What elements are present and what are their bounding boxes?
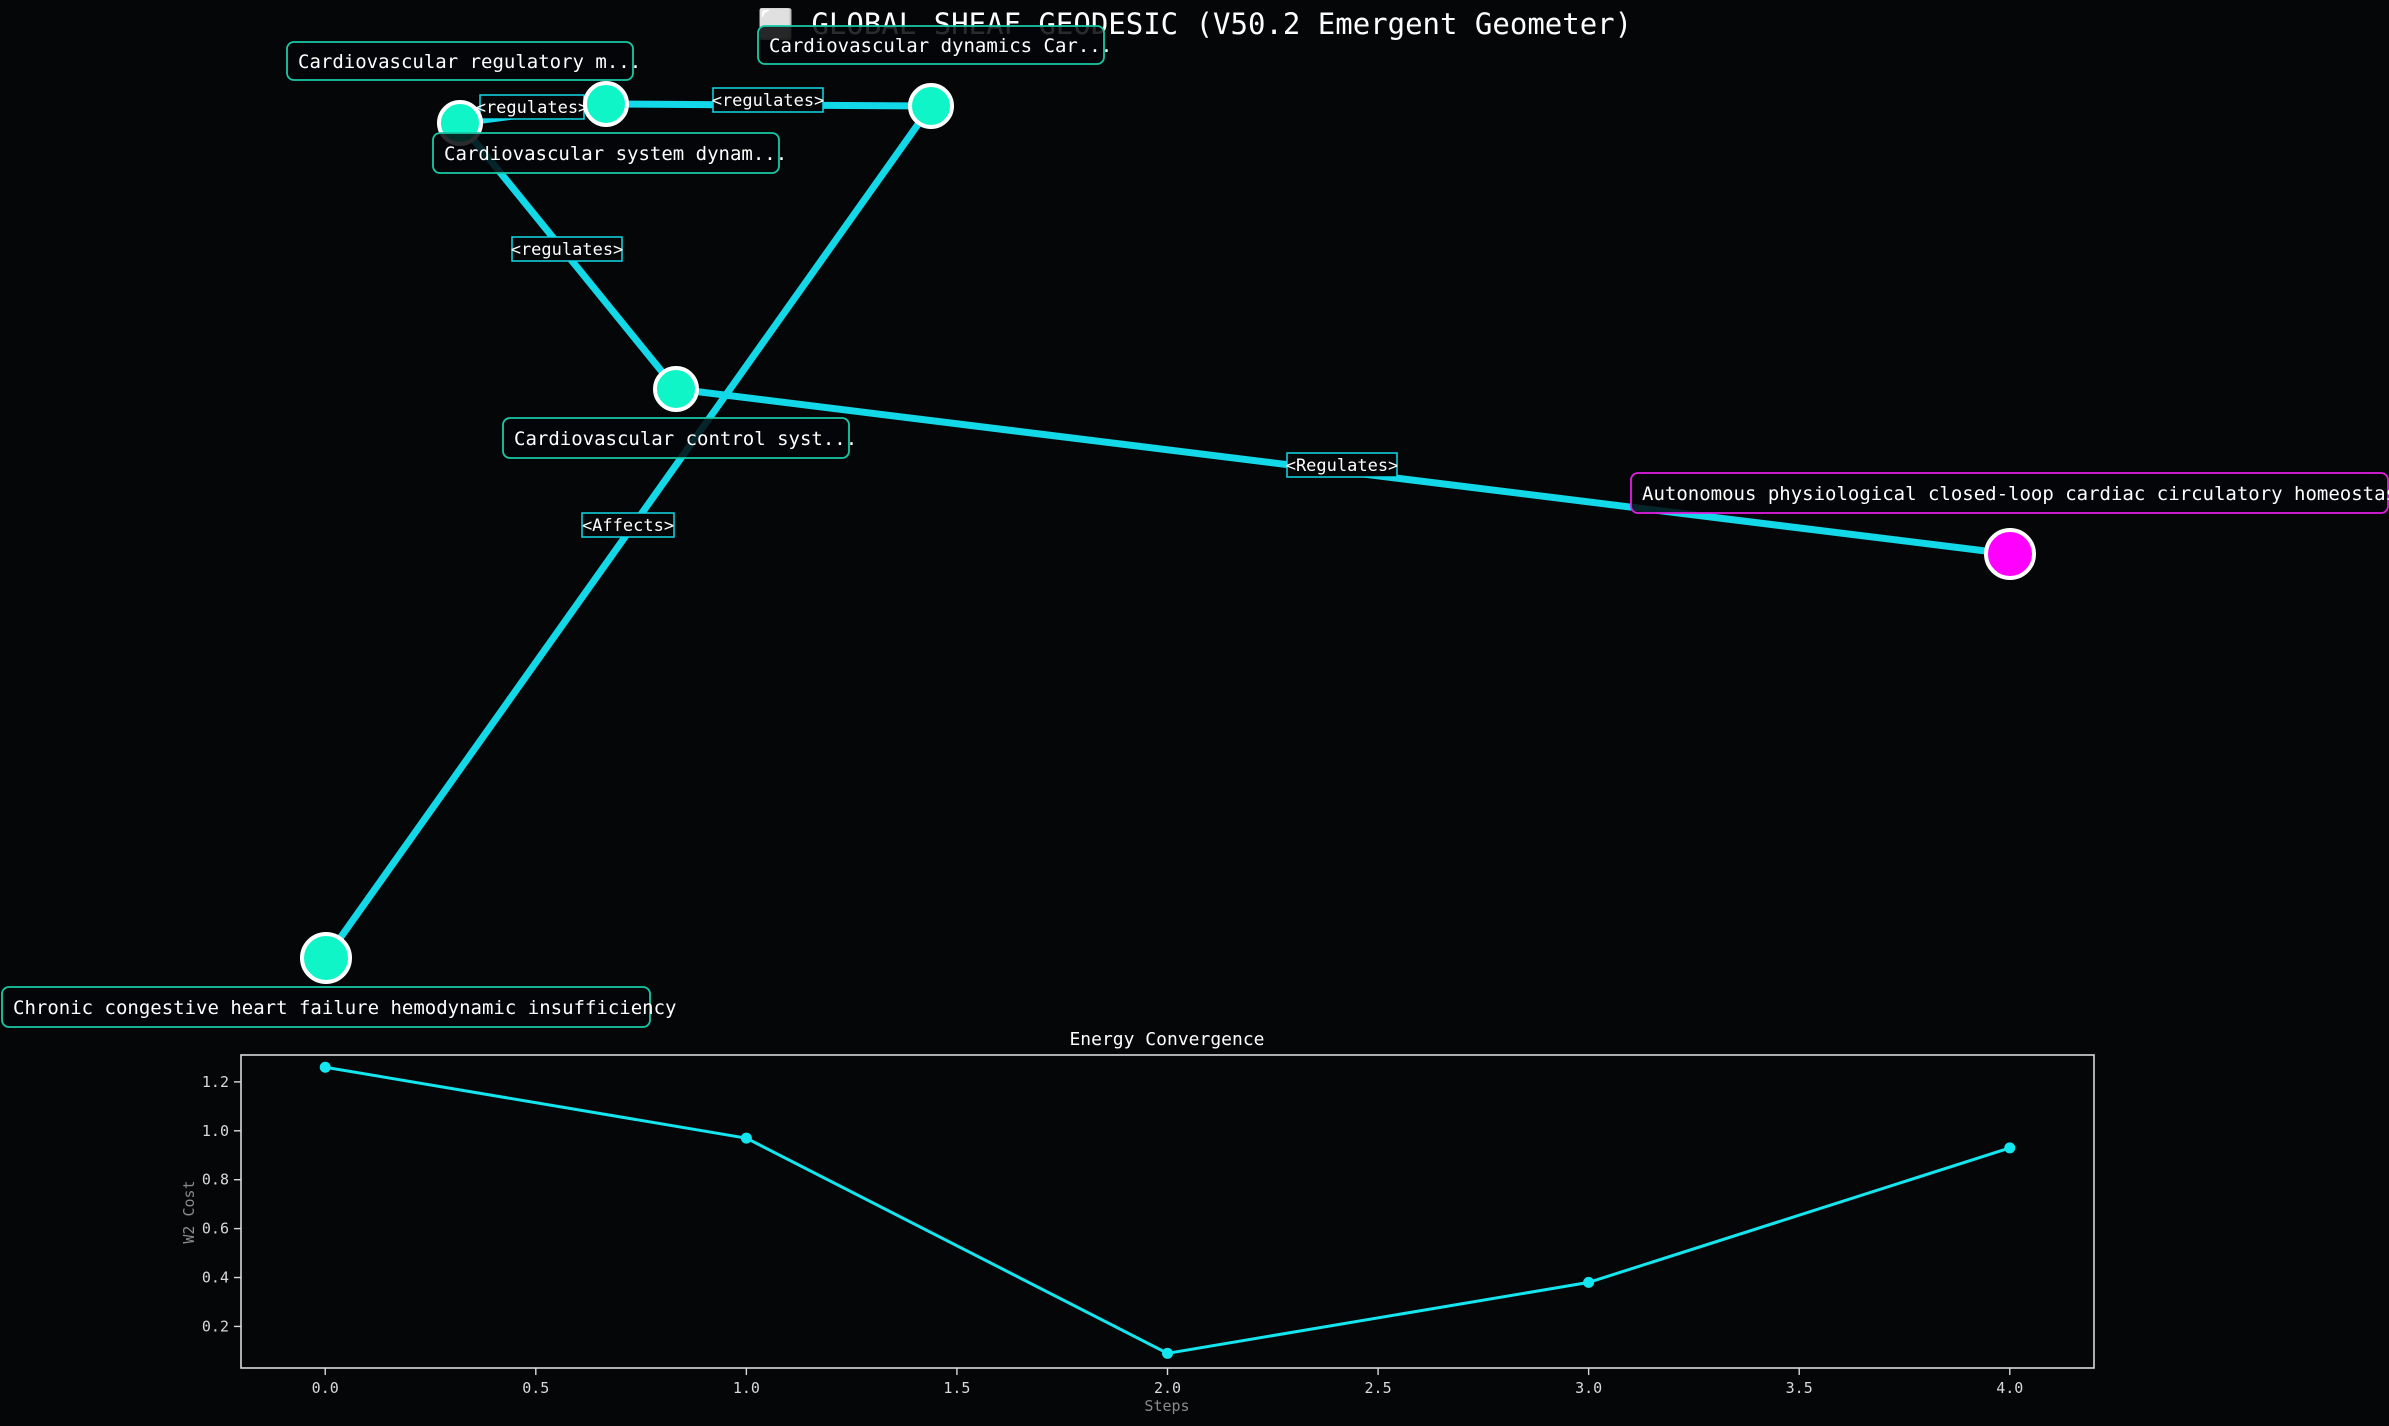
node-label: Chronic congestive heart failure hemodyn…: [1, 986, 676, 1028]
edge-label: <regulates>: [476, 94, 589, 120]
node-label: Cardiovascular dynamics Car...: [757, 25, 1112, 65]
graph-nodes: [300, 81, 2036, 984]
node-label: Cardiovascular regulatory m...: [286, 41, 641, 81]
graph-node[interactable]: [300, 932, 352, 984]
edge-label: <regulates>: [511, 236, 624, 262]
edge-label: <Regulates>: [1286, 452, 1399, 478]
node-label-text: Chronic congestive heart failure hemodyn…: [13, 997, 676, 1019]
node-label-text: Cardiovascular control syst...: [514, 428, 857, 450]
graph-node[interactable]: [583, 81, 629, 127]
graph-node[interactable]: [908, 83, 954, 129]
edge-label-text: <Regulates>: [1286, 456, 1399, 476]
edge-label: <Affects>: [581, 512, 675, 538]
node-label: Cardiovascular system dynam...: [432, 132, 787, 174]
node-label-text: Cardiovascular dynamics Car...: [769, 35, 1112, 57]
edge-label-text: <Affects>: [582, 516, 674, 536]
node-label-text: Autonomous physiological closed-loop car…: [1642, 483, 2389, 505]
edge-label-text: <regulates>: [712, 91, 825, 111]
graph-node[interactable]: [653, 366, 699, 412]
graph-node-labels: Cardiovascular regulatory m... Cardiovasc…: [1, 25, 2389, 1028]
node-label: Cardiovascular control syst...: [502, 417, 857, 459]
edge-label: <regulates>: [712, 87, 825, 113]
graph-edges: [322, 100, 2014, 962]
graph-edge-labels: <regulates> <regulates> <regulates> <Regula…: [476, 87, 1399, 538]
edge-label-text: <regulates>: [476, 98, 589, 118]
edge-label-text: <regulates>: [511, 240, 624, 260]
node-label: Autonomous physiological closed-loop car…: [1630, 472, 2389, 514]
node-label-text: Cardiovascular regulatory m...: [298, 51, 641, 73]
node-label-text: Cardiovascular system dynam...: [444, 143, 787, 165]
target-node[interactable]: [1984, 528, 2036, 580]
